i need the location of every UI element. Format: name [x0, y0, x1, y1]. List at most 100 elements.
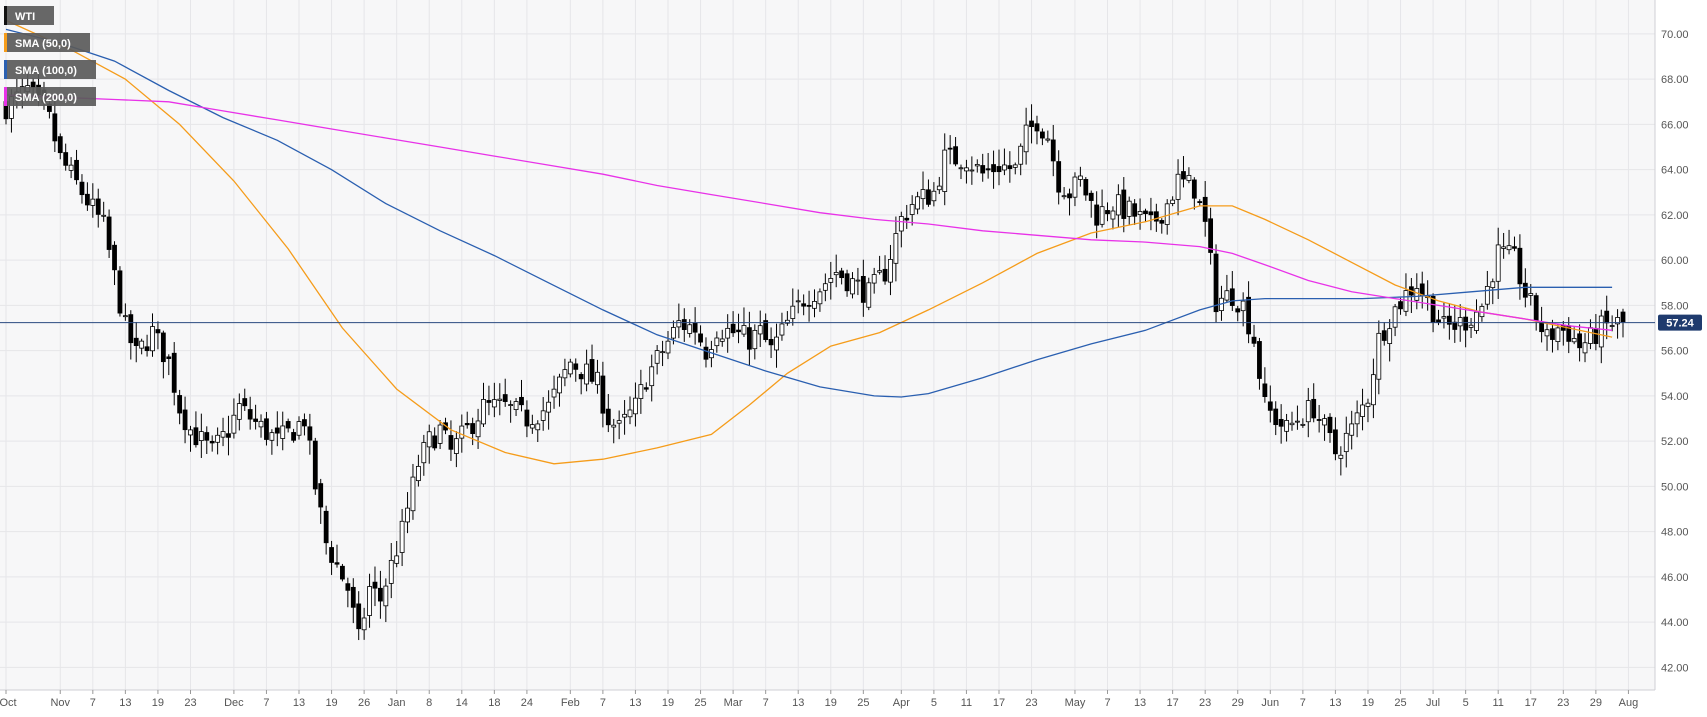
candle-73	[399, 508, 405, 567]
legend-item-2[interactable]: SMA (100,0)	[4, 60, 96, 79]
x-tick-label-31: May	[1065, 697, 1086, 709]
candle-153	[833, 254, 839, 288]
candle-257	[1398, 297, 1403, 315]
candle-17	[95, 188, 101, 228]
x-tick-label-8: 13	[293, 697, 305, 709]
x-axis: Oct Nov 7 13 19 23 Dec 7 13 19 26 Jan 8 14 18 24 Feb 7 13 1…	[0, 690, 1638, 709]
candle-249	[1354, 400, 1360, 438]
candle-89	[486, 385, 492, 416]
candle-31	[171, 342, 177, 406]
candle-251	[1365, 398, 1371, 423]
candle-44	[242, 388, 248, 411]
legend-label-0: WTI	[15, 11, 35, 23]
candle-112	[611, 418, 617, 444]
candle-88	[481, 382, 486, 427]
candle-83	[453, 431, 459, 468]
candle-34	[188, 425, 193, 452]
y-tick-label-5: 52.00	[1661, 436, 1689, 448]
candle-161	[877, 255, 883, 275]
candle-162	[882, 255, 888, 285]
candle-148	[806, 290, 812, 322]
candle-85	[464, 411, 470, 429]
legend-item-3[interactable]: SMA (200,0)	[4, 87, 96, 106]
y-tick-label-8: 58.00	[1661, 300, 1689, 312]
candle-27	[150, 313, 155, 357]
candle-140	[763, 313, 769, 343]
candle-72	[394, 540, 400, 568]
x-tick-label-36: 29	[1232, 697, 1244, 709]
candle-29	[160, 330, 166, 379]
candle-284	[1544, 323, 1550, 351]
candle-243	[1322, 414, 1327, 441]
candle-242	[1316, 404, 1322, 433]
candle-201	[1094, 191, 1100, 239]
candle-184	[1002, 148, 1007, 176]
legend-item-0[interactable]: WTI	[4, 6, 54, 25]
candle-103	[562, 358, 568, 387]
candle-163	[888, 244, 893, 296]
candle-127	[692, 307, 698, 345]
candle-210	[1143, 208, 1148, 222]
x-tick-label-4: 19	[152, 697, 164, 709]
x-tick-label-46: 23	[1557, 697, 1569, 709]
candle-49	[269, 429, 275, 455]
price-line: 57.24	[0, 314, 1702, 331]
candle-197	[1072, 172, 1078, 207]
candle-90	[491, 382, 497, 418]
candle-86	[470, 417, 476, 446]
candle-147	[801, 294, 807, 316]
candle-113	[616, 410, 622, 440]
candle-40	[220, 417, 226, 447]
candle-159	[866, 277, 872, 311]
candle-106	[578, 372, 584, 395]
x-tick-label-43: 5	[1463, 697, 1469, 709]
candle-132	[719, 329, 725, 347]
candle-100	[546, 390, 552, 430]
candle-144	[784, 311, 790, 326]
candles	[3, 72, 1626, 641]
candle-107	[584, 349, 590, 392]
candle-125	[681, 308, 687, 342]
x-tick-label-7: 7	[263, 697, 269, 709]
candle-114	[622, 400, 627, 435]
candle-152	[828, 261, 834, 300]
y-tick-label-9: 60.00	[1661, 255, 1689, 267]
legend-item-1[interactable]: SMA (50,0)	[4, 33, 90, 52]
x-tick-label-41: 25	[1394, 697, 1406, 709]
candle-168	[915, 191, 920, 215]
candle-82	[448, 420, 454, 461]
candle-200	[1088, 190, 1094, 218]
candle-202	[1099, 189, 1105, 228]
candle-55	[302, 413, 307, 436]
candle-20	[112, 241, 117, 286]
candle-188	[1023, 107, 1029, 165]
candle-48	[264, 411, 269, 446]
candle-276	[1501, 232, 1507, 259]
candle-260	[1414, 273, 1420, 310]
candle-166	[904, 204, 910, 229]
candle-39	[215, 427, 221, 455]
candle-65	[356, 591, 362, 641]
candle-26	[144, 334, 150, 357]
x-tick-label-45: 17	[1525, 697, 1537, 709]
candle-167	[909, 195, 915, 226]
candle-146	[795, 289, 801, 314]
candle-226	[1229, 271, 1235, 312]
candle-12	[68, 157, 74, 179]
y-tick-label-10: 62.00	[1661, 210, 1689, 222]
x-tick-label-27: 5	[931, 697, 937, 709]
candle-191	[1039, 128, 1045, 146]
candle-228	[1240, 292, 1246, 327]
x-tick-label-3: 13	[119, 697, 131, 709]
candle-16	[90, 183, 96, 218]
candle-173	[942, 133, 948, 206]
candle-66	[361, 607, 367, 640]
candle-190	[1034, 115, 1040, 145]
candle-233	[1267, 385, 1273, 423]
candle-52	[285, 418, 291, 433]
candle-22	[122, 303, 128, 321]
candle-181	[985, 152, 991, 179]
y-tick-label-3: 48.00	[1661, 527, 1689, 539]
candle-21	[117, 266, 123, 317]
